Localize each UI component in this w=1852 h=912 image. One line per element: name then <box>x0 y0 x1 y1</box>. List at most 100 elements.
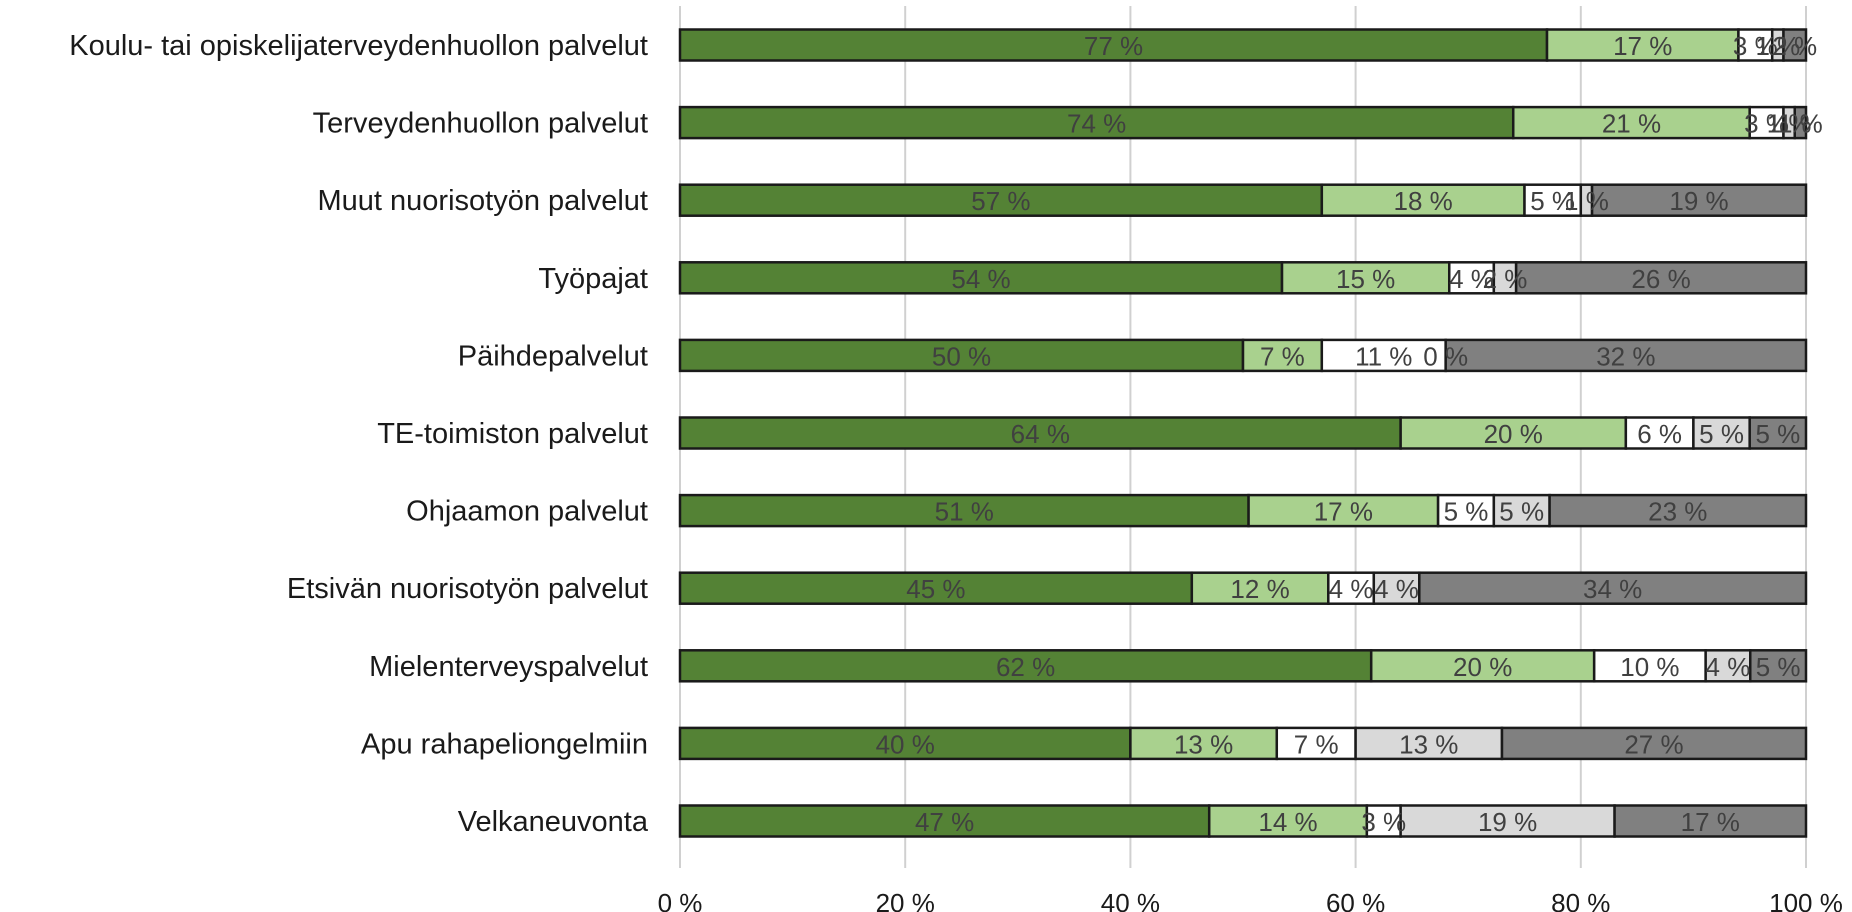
category-label: Päihdepalvelut <box>458 340 648 372</box>
category-label: Mielenterveyspalvelut <box>369 651 648 683</box>
category-label: Etsivän nuorisotyön palvelut <box>287 573 648 605</box>
category-label: Velkaneuvonta <box>458 806 649 838</box>
data-label: 20 % <box>1453 652 1512 682</box>
bar-segment <box>1748 416 1808 450</box>
data-label: 1 % <box>1778 109 1823 139</box>
data-label: 2 % <box>1772 31 1817 61</box>
bars: 77 % 17 % 3 %1 %2 %74 % 21 % 3 %1 %1 %57 % 18… <box>678 28 1823 838</box>
data-label: 45 % <box>906 574 965 604</box>
category-label: Ohjaamon palvelut <box>406 496 648 528</box>
bar-segment <box>1793 105 1808 140</box>
bar-row: 62 % 20 % 10 % 4 % 5 % <box>678 649 1808 683</box>
bar-segment <box>1418 571 1808 605</box>
category-label: TE-toimiston palvelut <box>377 418 648 450</box>
data-label: 1 % <box>1767 109 1812 139</box>
bar-row: 54 % 15 % 4 %2 % 26 % <box>678 261 1808 295</box>
data-label: 20 % <box>1484 419 1543 449</box>
bar-segment <box>678 261 1284 295</box>
bar-segment <box>1613 804 1808 838</box>
data-label: 17 % <box>1314 497 1373 527</box>
bar-row: 77 % 17 % 3 %1 %2 % <box>678 28 1817 62</box>
x-tick-label: 60 % <box>1326 888 1385 912</box>
bar-segment <box>1190 571 1330 605</box>
data-label: 21 % <box>1602 109 1661 139</box>
bar-segment <box>1704 649 1752 683</box>
bar-segment <box>1280 261 1451 295</box>
bar-segment <box>678 105 1515 140</box>
data-label: 5 % <box>1499 497 1544 527</box>
data-label: 62 % <box>996 652 1055 682</box>
data-label: 19 % <box>1478 807 1537 837</box>
data-label: 4 % <box>1706 652 1751 682</box>
bar-segment <box>1372 571 1421 605</box>
bar-row: 74 % 21 % 3 %1 %1 % <box>678 105 1823 140</box>
bar-segment <box>1590 183 1808 217</box>
data-label: 17 % <box>1681 807 1740 837</box>
data-label: 4 % <box>1449 264 1494 294</box>
data-label: 0 % <box>1423 341 1468 371</box>
data-label: 47 % <box>915 807 974 837</box>
data-label: 12 % <box>1230 574 1289 604</box>
data-label: 5 % <box>1755 419 1800 449</box>
data-label: 1 % <box>1564 186 1609 216</box>
category-label: Apu rahapeliongelmiin <box>361 728 648 760</box>
data-label: 4 % <box>1329 574 1374 604</box>
bar-segment <box>1399 804 1616 838</box>
bar-segment <box>1241 338 1324 373</box>
bar-segment <box>678 416 1402 450</box>
data-label: 23 % <box>1648 497 1707 527</box>
data-label: 50 % <box>932 341 991 371</box>
bar-segment <box>1548 493 1808 528</box>
data-label: 1 % <box>1755 31 1800 61</box>
data-label: 51 % <box>935 497 994 527</box>
data-label: 13 % <box>1399 729 1458 759</box>
category-label: Työpajat <box>538 263 648 295</box>
data-label: 32 % <box>1596 341 1655 371</box>
bar-segment <box>678 28 1549 62</box>
data-label: 54 % <box>951 264 1010 294</box>
bar-row: 51 % 17 % 5 % 5 % 23 % <box>678 493 1808 528</box>
bar-segment <box>1514 261 1808 295</box>
data-label: 10 % <box>1620 652 1679 682</box>
bar-segment <box>1129 726 1279 761</box>
data-label: 6 % <box>1637 419 1682 449</box>
data-label: 13 % <box>1174 729 1233 759</box>
bar-segment <box>1592 649 1707 683</box>
bar-segment <box>1782 28 1808 62</box>
bar-row: 45 % 12 % 4 % 4 % 34 % <box>678 571 1808 605</box>
bar-segment <box>1500 726 1808 761</box>
data-label: 17 % <box>1613 31 1672 61</box>
bar-row: 40 % 13 % 7 % 13 % 27 % <box>678 726 1808 761</box>
bar-row: 47 % 14 % 3 % 19 % 17 % <box>678 804 1808 838</box>
x-tick-label: 40 % <box>1101 888 1160 912</box>
category-label: Terveydenhuollon palvelut <box>313 108 648 140</box>
data-label: 11 % <box>1355 341 1412 371</box>
data-label: 57 % <box>971 186 1030 216</box>
bar-segment <box>1327 571 1376 605</box>
data-label: 7 % <box>1260 341 1305 371</box>
data-label: 5 % <box>1530 186 1575 216</box>
data-label: 15 % <box>1336 264 1395 294</box>
data-label: 64 % <box>1011 419 1070 449</box>
bar-segment <box>1247 493 1440 528</box>
bar-segment <box>1749 649 1808 683</box>
data-label: 3 % <box>1744 109 1789 139</box>
x-axis-tick-labels: 0 % 20 % 40 % 60 % 80 % 100 % <box>658 888 1843 912</box>
bar-segment <box>678 493 1250 528</box>
category-label: Muut nuorisotyön palvelut <box>318 185 648 217</box>
bar-segment <box>1447 261 1496 295</box>
category-labels: Koulu- tai opiskelijaterveydenhuollon pa… <box>69 30 649 838</box>
data-label: 34 % <box>1583 574 1642 604</box>
data-label: 5 % <box>1699 419 1744 449</box>
x-tick-label: 80 % <box>1551 888 1610 912</box>
x-tick-label: 100 % <box>1769 888 1843 912</box>
bar-segment <box>1748 105 1785 140</box>
bar-row: 50 % 7 % 11 % 0 % 32 % <box>678 338 1808 373</box>
bar-row: 57 % 18 % 5 %1 % 19 % <box>678 183 1808 217</box>
data-label: 3 % <box>1361 807 1406 837</box>
bar-segment <box>678 183 1324 217</box>
data-label: 7 % <box>1294 729 1339 759</box>
data-label: 77 % <box>1084 31 1143 61</box>
x-tick-label: 20 % <box>876 888 935 912</box>
